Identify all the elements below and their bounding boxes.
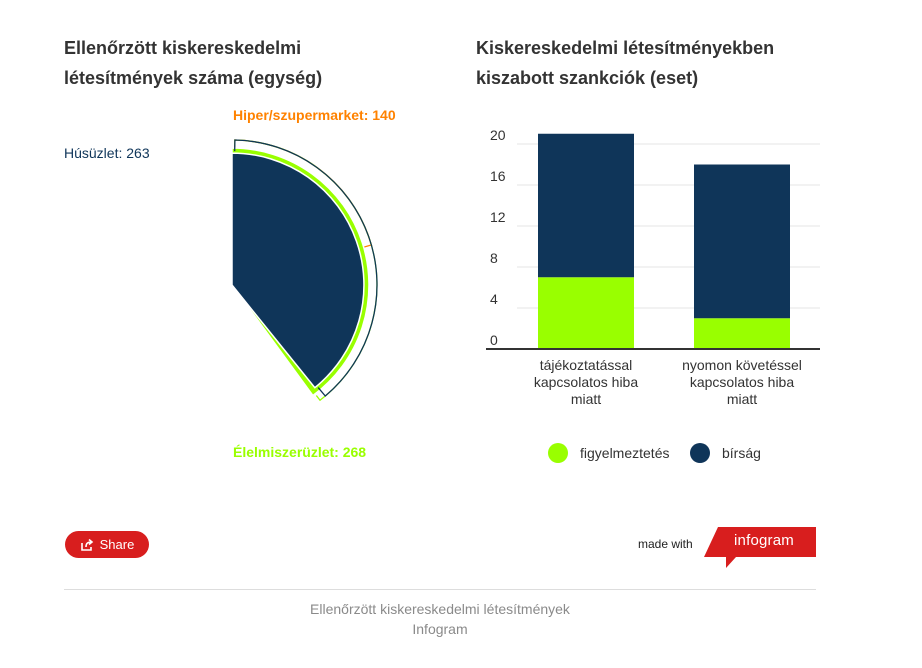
y-tick-label: 12 (490, 209, 506, 225)
x-tick-label: kapcsolatos hiba (534, 374, 639, 390)
bar-birsag (538, 133, 634, 278)
bar-chart-title: Kiskereskedelmi létesítményekben kiszabo… (476, 38, 775, 88)
bar-birsag (694, 164, 790, 319)
bar-figyelmeztetes (538, 277, 634, 349)
y-tick-label: 0 (490, 332, 498, 348)
share-label: Share (99, 537, 135, 552)
share-button[interactable]: Share (65, 531, 149, 558)
legend-label-birsag: bírság (722, 445, 761, 461)
legend-swatch-figyelmeztetes (548, 443, 568, 463)
x-tick-label: miatt (727, 391, 757, 407)
caption-source: Infogram (412, 621, 468, 637)
pie-slice-husuzlet (231, 152, 365, 389)
pie-slice-bracket (234, 139, 378, 397)
y-tick-label: 8 (490, 250, 498, 266)
y-tick-label: 4 (490, 291, 498, 307)
infogram-logo-shape (704, 527, 816, 568)
x-tick-label: nyomon követéssel (682, 357, 802, 373)
infogram-logo[interactable]: infogram (704, 527, 816, 569)
infogram-logo-text: infogram (734, 532, 794, 549)
bar-figyelmeztetes (694, 318, 790, 349)
x-tick-label: kapcsolatos hiba (690, 374, 795, 390)
pie-label-hiper-szupermarket: Hiper/szupermarket: 140 (233, 107, 396, 123)
pie-label-elelmiszeruzlet: Élelmiszerüzlet: 268 (233, 444, 366, 460)
made-with-text: made with (638, 537, 693, 551)
pie-label-husuzlet: Húsüzlet: 263 (64, 145, 150, 161)
legend-label-figyelmeztetes: figyelmeztetés (580, 445, 669, 461)
x-tick-label: tájékoztatással (540, 357, 633, 373)
caption-title: Ellenőrzött kiskereskedelmi létesítménye… (310, 601, 570, 617)
footer-divider (64, 589, 816, 590)
pie-chart-title: Ellenőrzött kiskereskedelmi létesítménye… (64, 38, 323, 88)
x-tick-label: miatt (571, 391, 601, 407)
y-tick-label: 20 (490, 127, 506, 143)
y-tick-label: 16 (490, 168, 506, 184)
share-icon (80, 538, 93, 551)
legend-swatch-birsag (690, 443, 710, 463)
